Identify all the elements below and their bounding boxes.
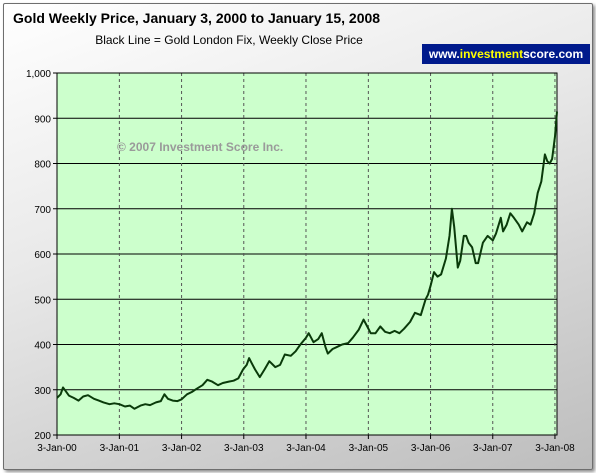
brand-highlight: investment bbox=[459, 47, 524, 61]
axes bbox=[53, 72, 558, 439]
grid-lines bbox=[57, 72, 557, 435]
x-tick-label: 3-Jan-05 bbox=[349, 443, 389, 454]
y-tick-label: 600 bbox=[34, 250, 51, 261]
brand-badge: www.investmentscore.com bbox=[422, 44, 590, 64]
x-tick-label: 3-Jan-01 bbox=[100, 443, 140, 454]
y-tick-label: 300 bbox=[34, 386, 51, 397]
series-layer bbox=[56, 111, 558, 410]
x-tick-label: 3-Jan-07 bbox=[473, 443, 513, 454]
chart-title: Gold Weekly Price, January 3, 2000 to Ja… bbox=[13, 10, 381, 26]
chart-svg: © 2007 Investment Score Inc. 200 300 400 50… bbox=[26, 69, 575, 454]
tick-labels: 200 300 400 500 600 700 800 900 1,000 3-Jan-00 3-J… bbox=[26, 69, 575, 454]
x-tick-label: 3-Jan-00 bbox=[37, 443, 77, 454]
y-tick-label: 400 bbox=[34, 341, 51, 352]
y-tick-label: 800 bbox=[34, 160, 51, 171]
chart-frame: Gold Weekly Price, January 3, 2000 to Ja… bbox=[3, 3, 593, 470]
y-tick-label: 500 bbox=[34, 295, 51, 306]
x-tick-label: 3-Jan-04 bbox=[286, 443, 326, 454]
x-tick-label: 3-Jan-03 bbox=[224, 443, 264, 454]
brand-suffix: score.com bbox=[523, 47, 584, 61]
y-tick-label: 1,000 bbox=[26, 69, 51, 80]
copyright-annotation: © 2007 Investment Score Inc. bbox=[117, 140, 283, 154]
chart-subtitle: Black Line = Gold London Fix, Weekly Clo… bbox=[95, 33, 363, 47]
y-tick-label: 900 bbox=[34, 114, 51, 125]
x-tick-label: 3-Jan-02 bbox=[162, 443, 202, 454]
series-line-gold-price bbox=[56, 111, 558, 410]
brand-prefix: www. bbox=[428, 47, 460, 61]
x-tick-label: 3-Jan-08 bbox=[535, 443, 575, 454]
y-tick-label: 700 bbox=[34, 205, 51, 216]
x-tick-label: 3-Jan-06 bbox=[411, 443, 451, 454]
y-tick-label: 200 bbox=[34, 431, 51, 442]
